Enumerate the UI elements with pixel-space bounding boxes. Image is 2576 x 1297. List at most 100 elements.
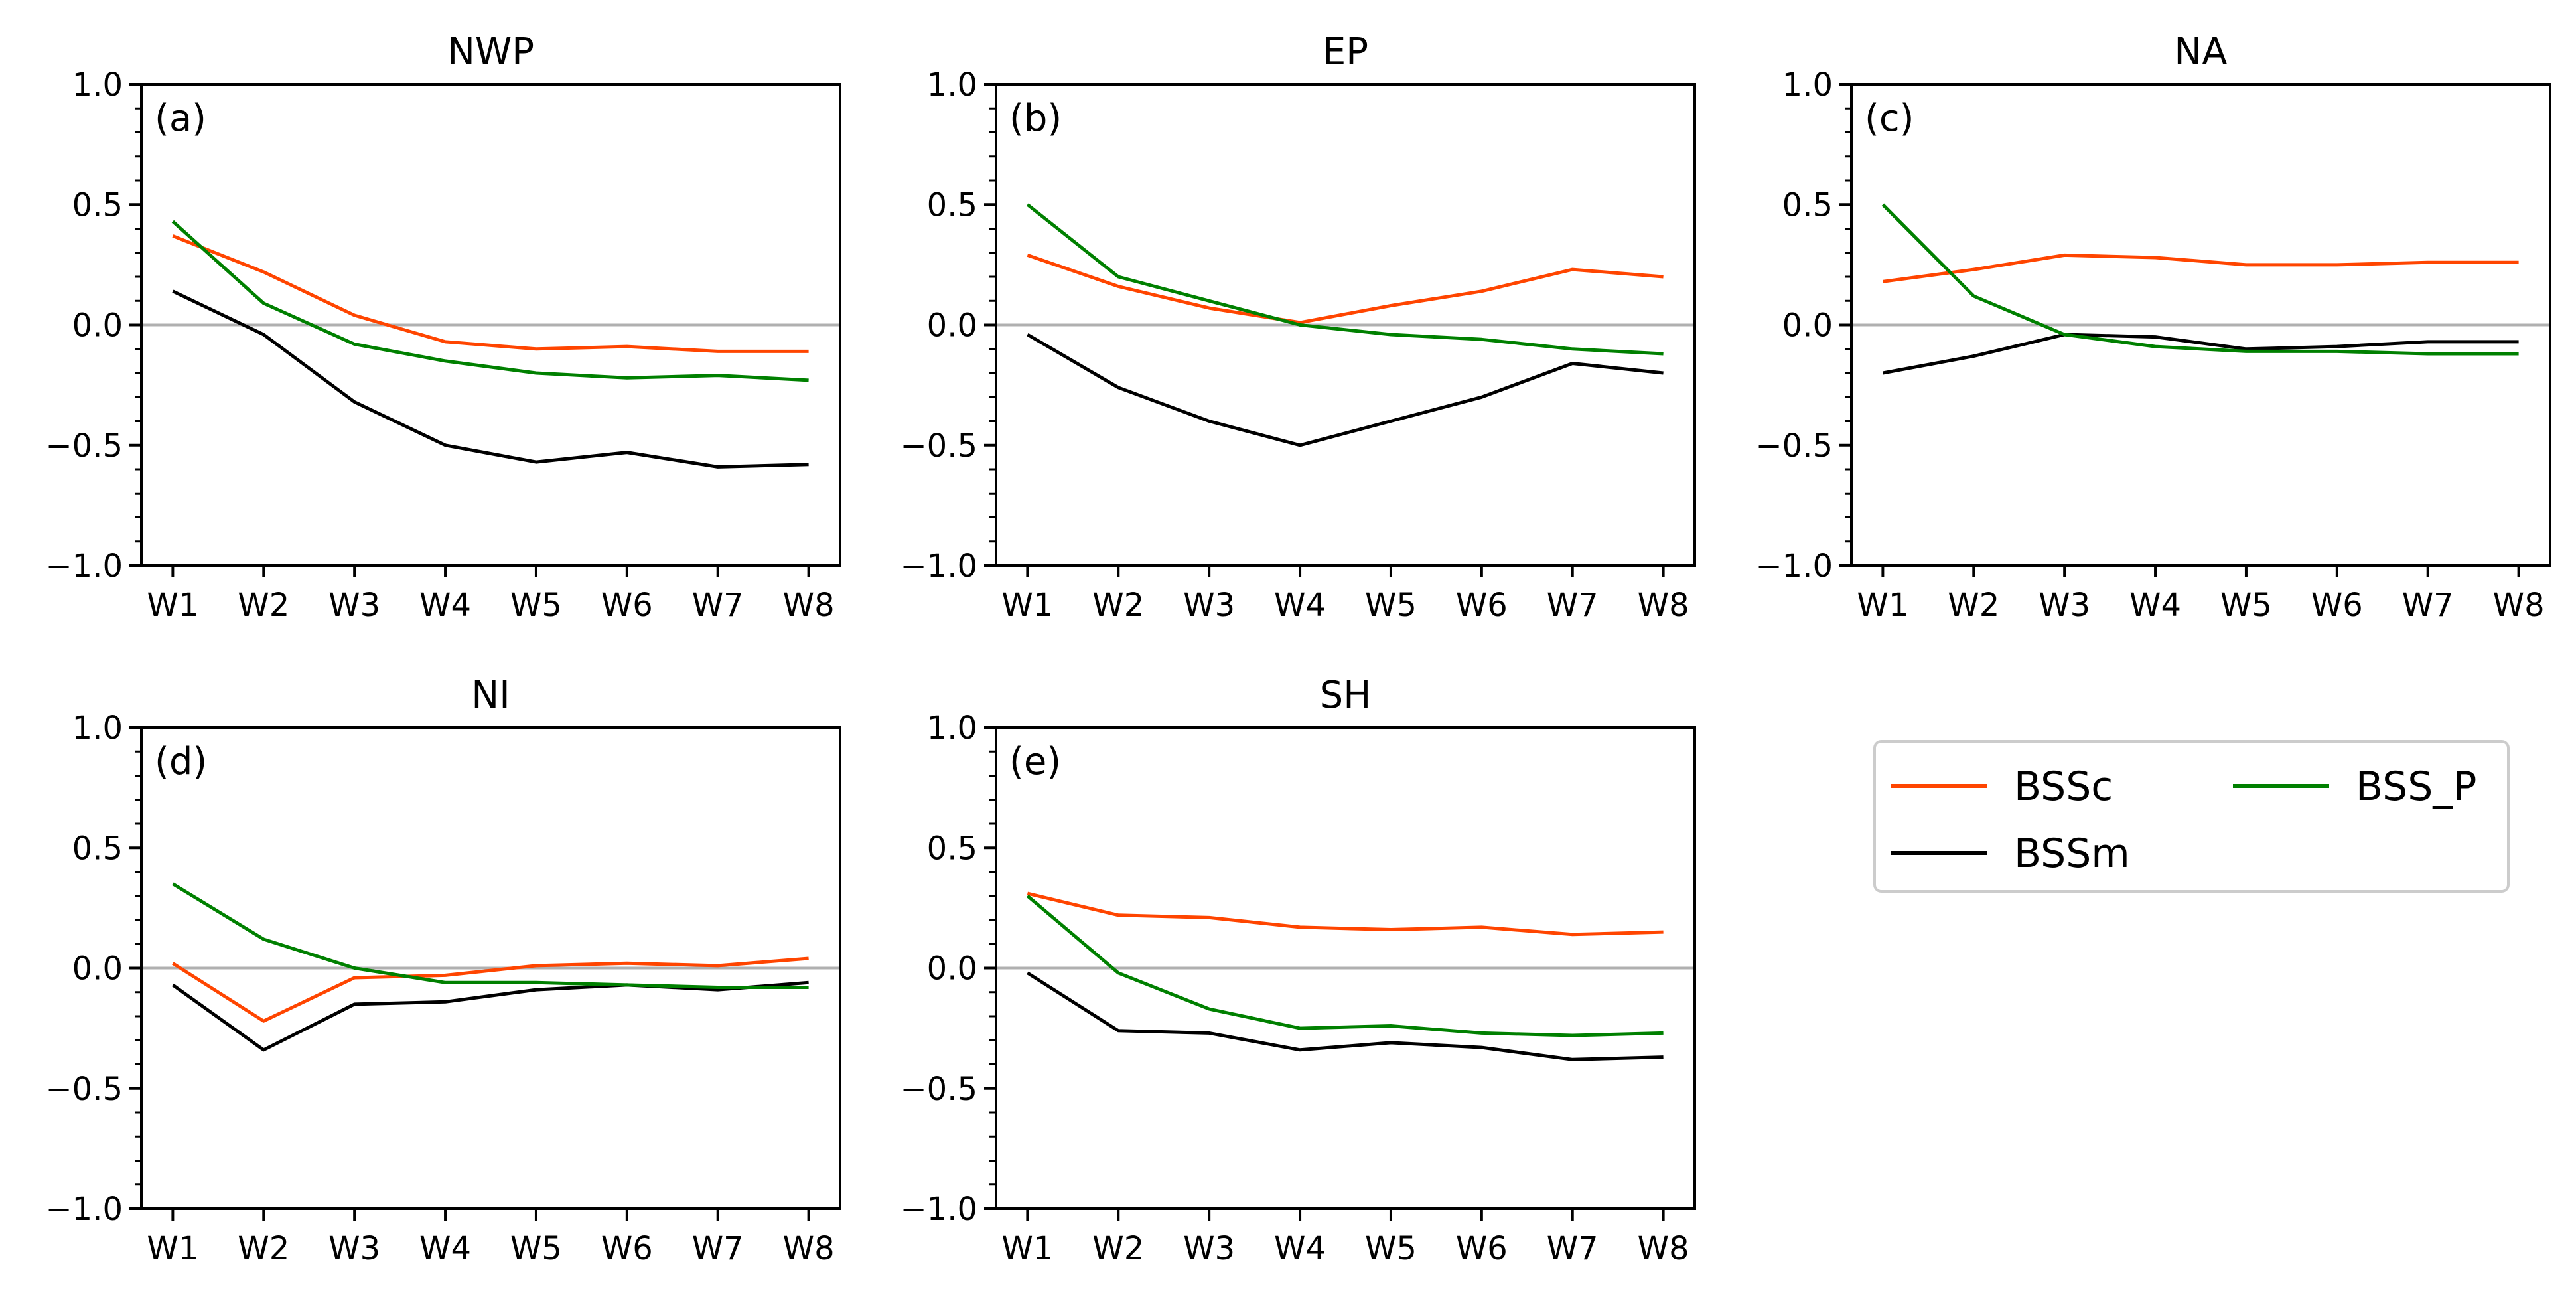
panel-label: (e) (1009, 740, 1061, 783)
y-tick-label: 0.5 (72, 187, 123, 224)
y-tick-label: −1.0 (45, 1191, 123, 1228)
x-tick-label: W2 (1092, 1230, 1144, 1267)
x-tick-label: W2 (1948, 587, 1999, 624)
x-tick-label: W2 (238, 1230, 289, 1267)
x-tick-label: W6 (601, 1230, 653, 1267)
x-tick-label: W3 (328, 1230, 380, 1267)
x-tick-label: W6 (2311, 587, 2363, 624)
series-line-bssm (172, 289, 809, 469)
panel-ep: 1.0 0.5 0.0 −0.5 −1.0 W1 W2 W3 W4 W5 W6 W7 W8 EP (b) (900, 31, 1696, 624)
x-tick-label: W7 (2402, 587, 2454, 624)
legend-frame (1873, 740, 2510, 893)
legend-label-bssm: BSSm (2014, 830, 2130, 877)
x-tick-label: W7 (1547, 587, 1599, 624)
x-tick-label: W3 (2039, 587, 2090, 624)
x-tick-label: W1 (1857, 587, 1908, 624)
legend-label-bssc: BSSc (2014, 763, 2113, 810)
series-line-bssm (1027, 333, 1664, 447)
x-tick-label: W6 (601, 587, 653, 624)
y-tick-label: 0.0 (927, 951, 977, 988)
y-tick-label: 0.5 (72, 830, 123, 867)
series-line-bss-p (172, 882, 809, 989)
panel-label: (c) (1865, 97, 1914, 140)
series-line-bss-p (1026, 894, 1664, 1037)
axes-frame (995, 83, 1696, 567)
y-tick-label: 1.0 (72, 710, 123, 747)
series-line-bssc (172, 234, 809, 353)
y-tick-label: −0.5 (900, 427, 977, 465)
y-tick-label: 0.0 (927, 307, 977, 344)
panel-title: SH (1320, 674, 1372, 717)
x-tick-label: W1 (147, 1230, 198, 1267)
y-tick-label: 0.5 (927, 830, 977, 867)
y-tick-label: −1.0 (1755, 548, 1833, 585)
x-tick-label: W8 (1638, 587, 1689, 624)
x-tick-label: W5 (1365, 587, 1417, 624)
series-line-bss-p (1881, 203, 2519, 356)
y-tick-label: −0.5 (45, 427, 123, 465)
series-line-bssc (172, 956, 809, 1023)
x-tick-label: W4 (2129, 587, 2181, 624)
y-tick-label: −0.5 (900, 1071, 977, 1108)
y-tick-label: −0.5 (45, 1071, 123, 1108)
panel-title: NI (471, 674, 510, 717)
panel-na: 1.0 0.5 0.0 −0.5 −1.0 W1 W2 W3 W4 W5 W6 W7 W8 NA (c) (1755, 31, 2551, 624)
y-tick-label: −0.5 (1755, 427, 1833, 465)
legend: BSSc BSSm BSS_P (1873, 740, 2510, 893)
x-tick-label: W2 (238, 587, 289, 624)
series-line-bssm (1027, 971, 1664, 1061)
x-tick-label: W6 (1456, 587, 1508, 624)
axes-frame (140, 83, 841, 567)
series-line-bssm (1882, 333, 2519, 375)
x-tick-label: W4 (419, 1230, 471, 1267)
y-tick-label: −1.0 (45, 548, 123, 585)
panel-title: EP (1323, 31, 1368, 74)
x-tick-label: W7 (1547, 1230, 1599, 1267)
y-tick-label: 1.0 (72, 66, 123, 104)
y-tick-label: 0.0 (1782, 307, 1833, 344)
y-tick-label: 1.0 (1782, 66, 1833, 104)
axes-frame (140, 726, 841, 1210)
y-tick-label: −1.0 (900, 1191, 977, 1228)
series-line-bssm (171, 980, 809, 1052)
x-tick-label: W3 (328, 587, 380, 624)
x-tick-label: W5 (510, 1230, 562, 1267)
series-line-bss-p (171, 220, 809, 382)
axes-frame (995, 726, 1696, 1210)
series-line-bssc (1027, 254, 1664, 325)
x-tick-label: W3 (1183, 587, 1235, 624)
y-tick-label: 1.0 (927, 66, 977, 104)
panel-label: (b) (1009, 97, 1062, 140)
panel-nwp: 1.0 0.5 0.0 −0.5 −1.0 W1 W2 W3 W4 W5 W6 W7 W8 NWP (a) (45, 31, 841, 624)
y-tick-label: −1.0 (900, 548, 977, 585)
x-tick-label: W2 (1092, 587, 1144, 624)
y-tick-label: 0.5 (927, 187, 977, 224)
y-tick-label: 1.0 (927, 710, 977, 747)
panel-label: (d) (155, 740, 207, 783)
y-tick-label: 0.5 (1782, 187, 1833, 224)
legend-label-bss-p: BSS_P (2356, 763, 2476, 810)
series-line-bssc (1883, 253, 2519, 283)
axes-frame (1850, 83, 2551, 567)
y-tick-label: 0.0 (72, 951, 123, 988)
series-line-bssc (1027, 891, 1664, 937)
x-tick-label: W5 (510, 587, 562, 624)
x-tick-label: W4 (419, 587, 471, 624)
x-tick-label: W8 (783, 587, 835, 624)
x-tick-label: W4 (1274, 587, 1326, 624)
x-tick-label: W7 (692, 1230, 744, 1267)
y-tick-label: 0.0 (72, 307, 123, 344)
series-line-bss-p (1026, 203, 1664, 356)
x-tick-label: W5 (1365, 1230, 1417, 1267)
panel-ni: 1.0 0.5 0.0 −0.5 −1.0 W1 W2 W3 W4 W5 W6 W7 W8 NI (d) (45, 674, 841, 1267)
x-tick-label: W8 (2493, 587, 2545, 624)
x-tick-label: W1 (1001, 587, 1053, 624)
x-tick-label: W6 (1456, 1230, 1508, 1267)
panel-title: NA (2174, 31, 2227, 74)
x-tick-label: W3 (1183, 1230, 1235, 1267)
x-tick-label: W1 (147, 587, 198, 624)
x-tick-label: W4 (1274, 1230, 1326, 1267)
panel-sh: 1.0 0.5 0.0 −0.5 −1.0 W1 W2 W3 W4 W5 W6 W7 W8 SH (e) (900, 674, 1696, 1267)
x-tick-label: W8 (783, 1230, 835, 1267)
